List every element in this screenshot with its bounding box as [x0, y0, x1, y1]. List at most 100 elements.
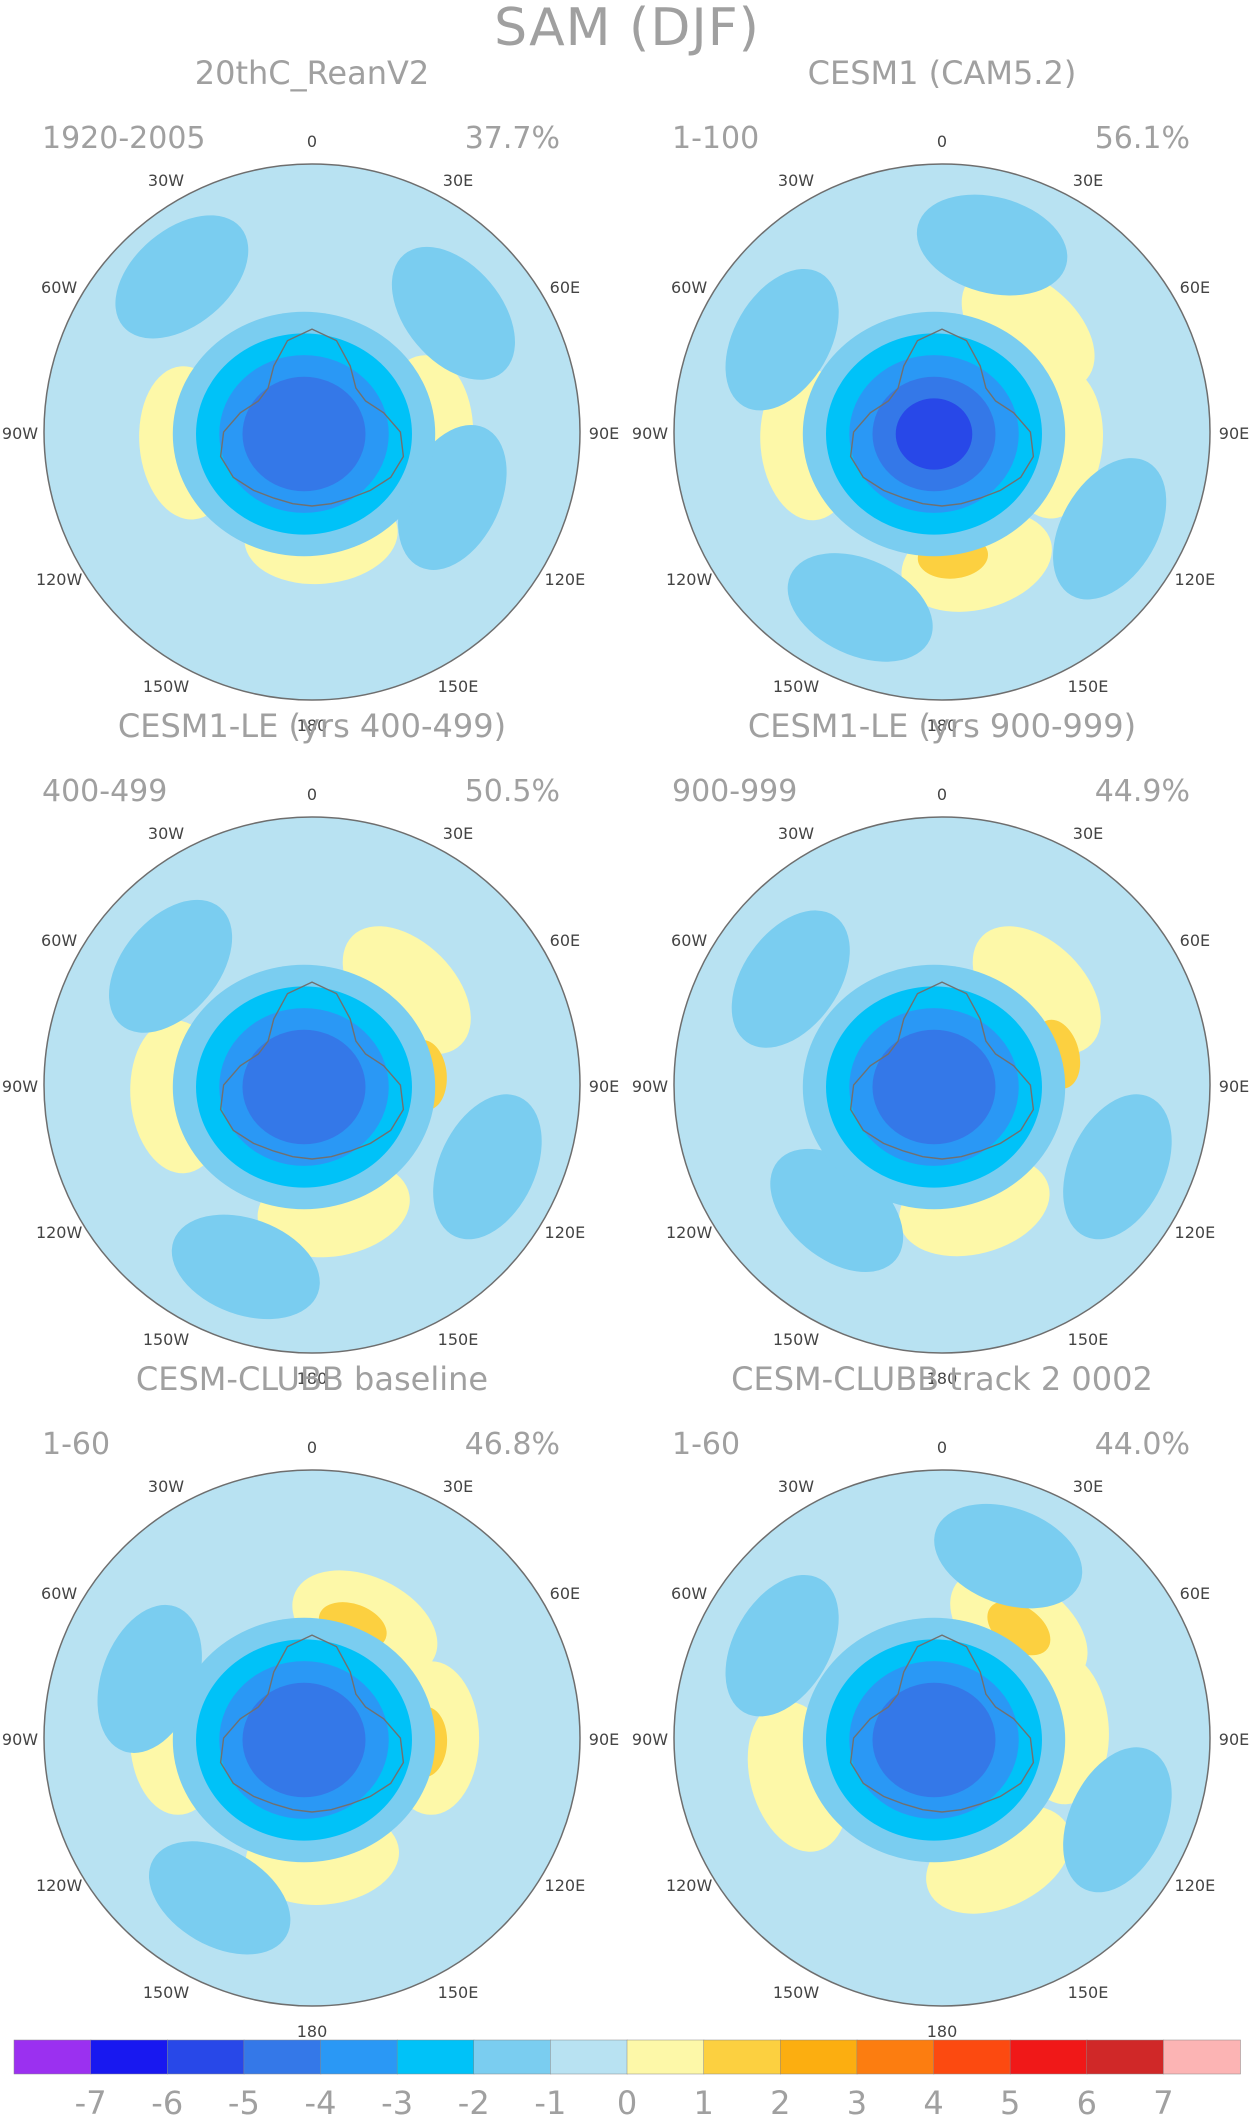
negative-anomaly	[725, 1574, 839, 1717]
colorbar-swatch	[626, 2039, 705, 2075]
negative-anomaly	[1063, 1747, 1172, 1893]
antarctica-coastline	[849, 1634, 1035, 1813]
meridian-label: 90E	[1219, 1730, 1249, 1749]
meridian-label: 0	[307, 132, 317, 151]
panel-title: CESM1-LE (yrs 400-499)	[118, 707, 506, 745]
meridian-label: 180	[297, 716, 328, 735]
colorbar-swatch	[1163, 2039, 1241, 2075]
map-border	[673, 816, 1211, 1354]
polar-core-level	[872, 1682, 996, 1798]
meridian-label: 30E	[1073, 171, 1103, 190]
meridian-label: 60W	[671, 278, 707, 297]
colorbar-label: 5	[1000, 2084, 1020, 2122]
colorbar-swatch	[856, 2039, 935, 2075]
meridian-label: 120E	[1175, 1876, 1216, 1895]
meridian-label: 60W	[41, 1584, 77, 1603]
panel-title: CESM-CLUBB track 2 0002	[731, 1360, 1153, 1398]
negative-anomaly	[731, 910, 850, 1048]
map-panel: CESM-CLUBB track 2 0002 1-60 44.0% 0 30E 60E 9…	[632, 1360, 1249, 2041]
map-border	[673, 163, 1211, 701]
meridian-label: 150E	[1068, 1330, 1109, 1349]
page-title: SAM (DJF)	[494, 0, 760, 58]
colorbar-label: 1	[693, 2084, 713, 2122]
panel-variance: 46.8%	[465, 1427, 560, 1462]
meridian-label: 120E	[1175, 1223, 1216, 1242]
map-border	[43, 1469, 581, 2007]
meridian-label: 90E	[1219, 1077, 1249, 1096]
meridian-label: 120W	[666, 1223, 713, 1242]
meridian-label: 90W	[632, 1730, 668, 1749]
polar-core-level	[242, 1682, 366, 1798]
panel-title: 20thC_ReanV2	[195, 54, 430, 92]
meridian-label: 180	[927, 1369, 958, 1388]
map-panel: CESM-CLUBB baseline 1-60 46.8% 0 30E 60E 90E 12…	[2, 1360, 619, 2041]
meridian-label: 90W	[632, 424, 668, 443]
meridian-label: 90W	[632, 1077, 668, 1096]
meridian-label: 30W	[148, 1477, 184, 1496]
panel-title: CESM1-LE (yrs 900-999)	[748, 707, 1136, 745]
meridian-label: 60E	[1180, 278, 1210, 297]
colorbar-swatch	[396, 2039, 475, 2075]
colorbar-label: -1	[534, 2084, 566, 2122]
meridian-label: 60E	[1180, 1584, 1210, 1603]
meridian-label: 120E	[545, 1223, 586, 1242]
meridian-label: 150E	[1068, 1983, 1109, 2002]
antarctica-coastline	[219, 328, 405, 507]
meridian-label: 30W	[148, 824, 184, 843]
meridian-label: 0	[937, 132, 947, 151]
negative-anomaly	[1063, 1094, 1172, 1240]
panel-variance: 50.5%	[465, 774, 560, 809]
panel-period: 900-999	[672, 774, 797, 809]
meridian-label: 90W	[2, 424, 38, 443]
meridian-label: 60E	[550, 931, 580, 950]
colorbar-swatch	[13, 2039, 92, 2075]
meridian-label: 30W	[778, 824, 814, 843]
colorbar-swatch	[703, 2039, 781, 2075]
colorbar-swatch	[550, 2039, 628, 2075]
map-field	[674, 1470, 1210, 2006]
meridian-label: 0	[307, 1438, 317, 1457]
colorbar-label: -5	[228, 2084, 260, 2122]
panel-variance: 44.9%	[1095, 774, 1190, 809]
negative-anomaly	[725, 268, 839, 411]
meridian-label: 0	[307, 785, 317, 804]
meridian-label: 180	[927, 2022, 958, 2041]
map-panel: 20thC_ReanV2 1920-2005 37.7% 0 30E 60E 90E 120E…	[2, 54, 619, 735]
map-panel: CESM1-LE (yrs 400-499) 400-499 50.5% 0 30E 60…	[2, 707, 619, 1388]
meridian-label: 90E	[1219, 424, 1249, 443]
panel-variance: 44.0%	[1095, 1427, 1190, 1462]
antarctica-coastline	[849, 981, 1035, 1160]
meridian-label: 150W	[143, 1330, 190, 1349]
panel-title: CESM-CLUBB baseline	[136, 1360, 488, 1398]
colorbar-label: 3	[847, 2084, 867, 2122]
colorbar-label: -6	[151, 2084, 183, 2122]
meridian-label: 150E	[438, 1330, 479, 1349]
colorbar-label: 2	[770, 2084, 790, 2122]
colorbar-label: 4	[923, 2084, 943, 2122]
negative-anomaly	[148, 1841, 291, 1955]
meridian-label: 60W	[671, 1584, 707, 1603]
negative-anomaly	[934, 1503, 1083, 1609]
map-panel: CESM1-LE (yrs 900-999) 900-999 44.9% 0 30E 60…	[632, 707, 1249, 1388]
meridian-label: 90E	[589, 1730, 619, 1749]
panel-variance: 37.7%	[465, 121, 560, 156]
colorbar-swatch	[933, 2039, 1011, 2075]
meridian-label: 120W	[666, 570, 713, 589]
panel-period: 400-499	[42, 774, 167, 809]
meridian-label: 120W	[36, 1223, 83, 1242]
meridian-label: 90W	[2, 1077, 38, 1096]
map-field	[674, 164, 1210, 700]
meridian-label: 150W	[143, 1983, 190, 2002]
meridian-label: 90E	[589, 1077, 619, 1096]
meridian-label: 150E	[438, 677, 479, 696]
colorbar-swatch	[90, 2039, 168, 2075]
panel-period: 1-100	[672, 121, 759, 156]
map-field	[44, 1470, 580, 2006]
meridian-label: 150W	[773, 1330, 820, 1349]
meridian-label: 0	[937, 1438, 947, 1457]
meridian-label: 30E	[443, 171, 473, 190]
map-field	[674, 817, 1210, 1353]
map-field	[44, 817, 580, 1353]
panel-variance: 56.1%	[1095, 121, 1190, 156]
meridian-label: 30E	[1073, 1477, 1103, 1496]
